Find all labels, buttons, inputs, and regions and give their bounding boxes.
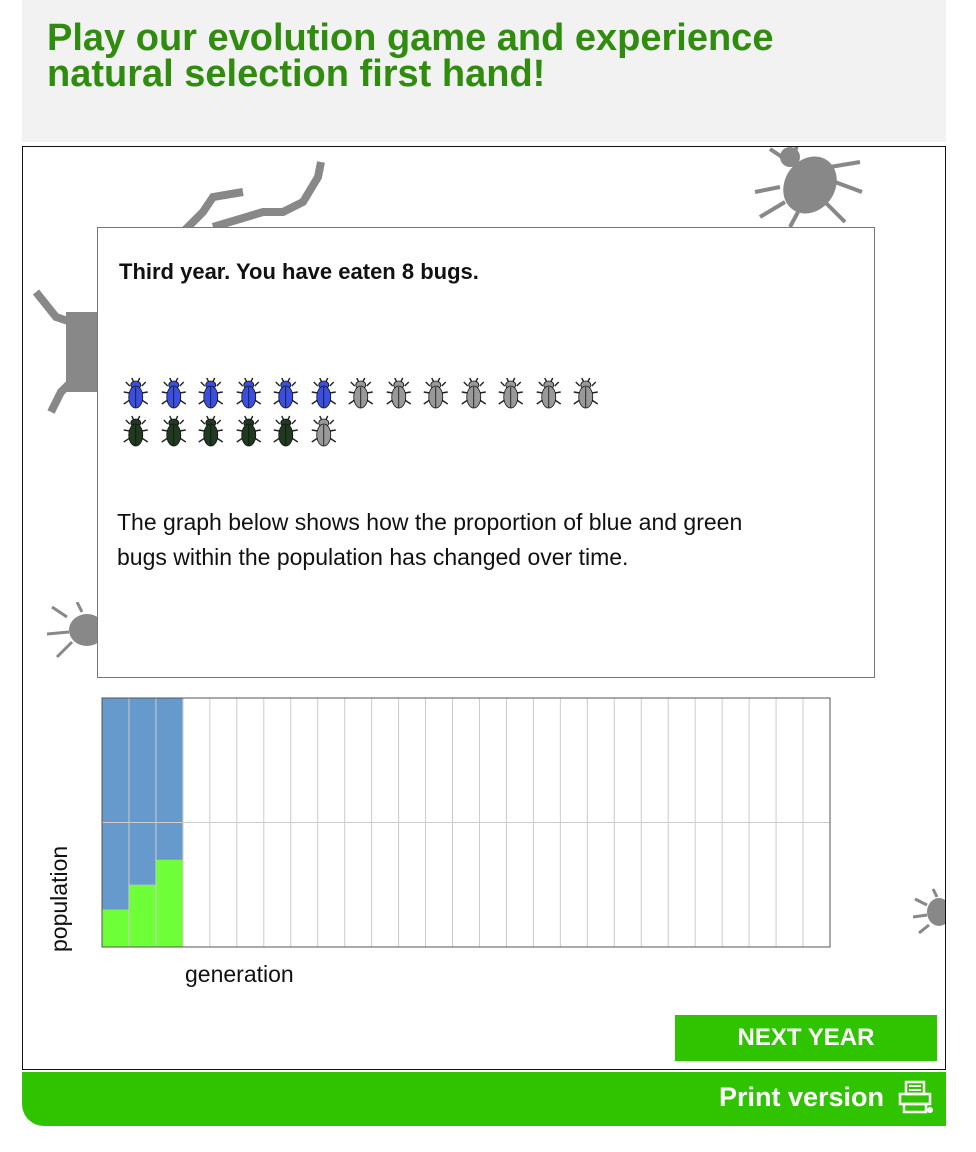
background-bug-icon [47, 602, 99, 659]
green-bug-row [117, 412, 605, 450]
population-chart: population generation [46, 697, 831, 987]
blue-population-bar [155, 698, 184, 860]
year-summary-dialog: Third year. You have eaten 8 bugs. The g… [97, 227, 875, 678]
green-bug-icon [273, 415, 299, 447]
eaten-bug-icon [460, 377, 486, 409]
background-bug-icon [754, 147, 863, 227]
green-population-bar [155, 859, 184, 947]
green-bug-icon [160, 415, 186, 447]
blue-bug-icon [123, 377, 149, 409]
bug-population-display [117, 374, 605, 450]
page-title: Play our evolution game and experience n… [47, 17, 774, 95]
game-area: Third year. You have eaten 8 bugs. The g… [22, 146, 946, 1070]
page-header: Play our evolution game and experience n… [22, 0, 946, 142]
eaten-bug-icon [385, 377, 411, 409]
chart-x-axis-label: generation [185, 961, 294, 987]
green-bug-icon [198, 415, 224, 447]
blue-population-bar [102, 698, 130, 910]
population-chart-plot [101, 697, 831, 948]
print-version-label: Print version [718, 1081, 884, 1112]
chart-y-axis-label: population [46, 845, 72, 952]
printer-icon [898, 1080, 933, 1114]
blue-bug-icon [310, 377, 336, 409]
dialog-description: The graph below shows how the proportion… [117, 509, 743, 570]
blue-bug-icon [273, 377, 299, 409]
blue-bug-icon [198, 377, 224, 409]
eaten-bug-icon [348, 377, 374, 409]
page-footer: Print version [22, 1072, 946, 1126]
green-population-bar [102, 909, 130, 947]
blue-bug-icon [235, 377, 261, 409]
eaten-bug-icon [423, 377, 449, 409]
green-bug-icon [235, 415, 261, 447]
eaten-bug-icon [498, 377, 524, 409]
next-year-button[interactable]: NEXT YEAR [675, 1015, 937, 1061]
eaten-bug-icon [310, 415, 336, 447]
background-bug-icon [32, 289, 101, 414]
eaten-bug-icon [573, 377, 599, 409]
blue-bug-icon [160, 377, 186, 409]
green-population-bar [128, 884, 157, 947]
background-bug-icon [913, 888, 945, 935]
background-bug-leg-icon [180, 161, 325, 235]
blue-bug-row [117, 374, 605, 412]
chart-frame [101, 697, 831, 948]
eaten-bug-icon [535, 377, 561, 409]
blue-population-bar [128, 698, 157, 885]
dialog-title: Third year. You have eaten 8 bugs. [119, 259, 479, 284]
green-bug-icon [123, 415, 149, 447]
print-version-link[interactable]: Print version [719, 1080, 934, 1114]
